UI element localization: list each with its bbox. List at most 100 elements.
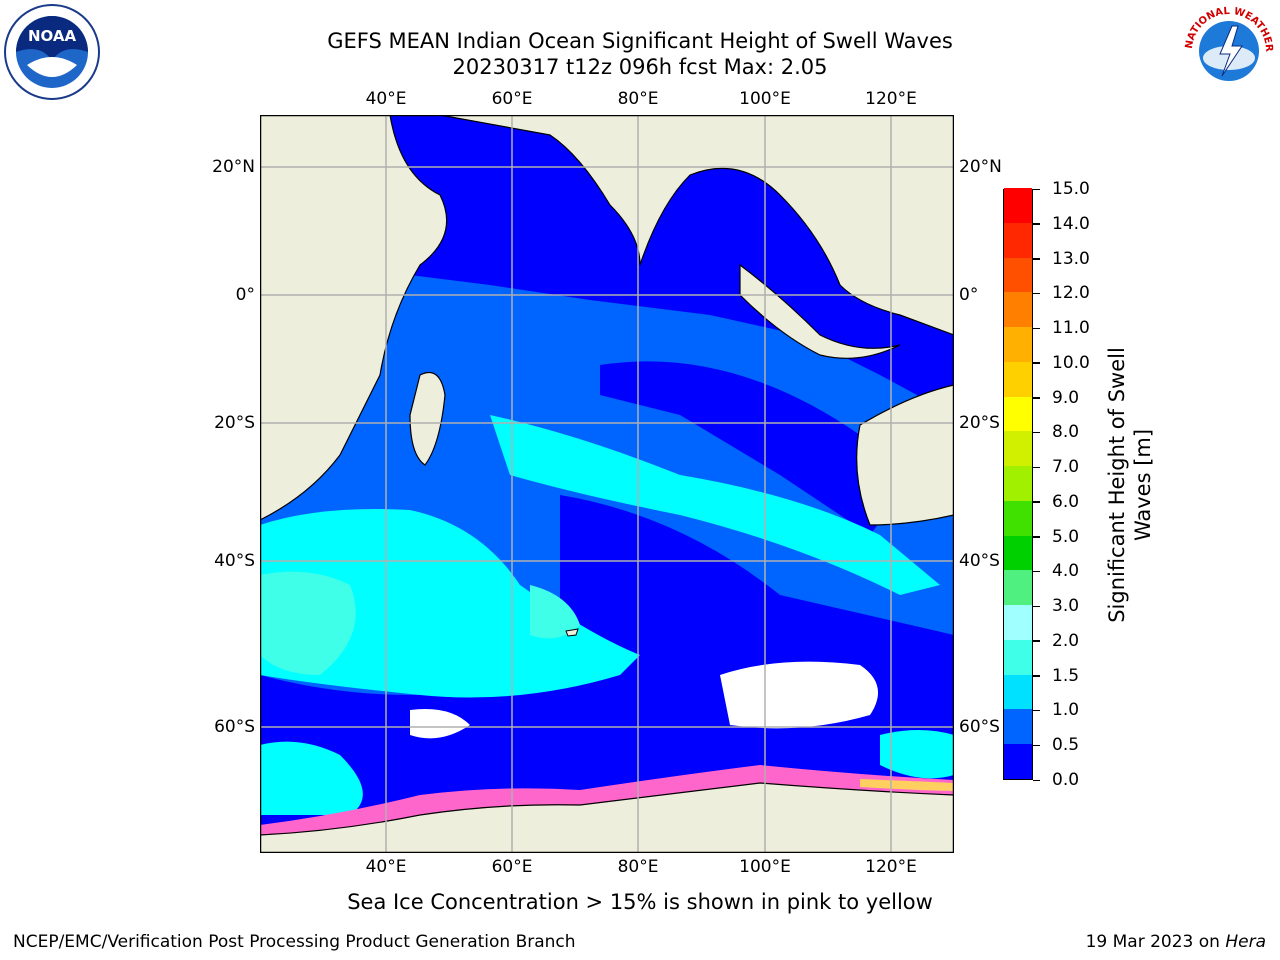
lon-tick-top: 120°E <box>865 89 917 109</box>
colorbar-tick-mark <box>1033 605 1040 608</box>
colorbar-label-line2: Waves [m] <box>1131 428 1155 542</box>
colorbar-segment <box>1004 326 1032 362</box>
colorbar-tick-mark <box>1033 292 1040 295</box>
footer-host: Hera <box>1225 932 1266 952</box>
lon-tick-top: 100°E <box>739 89 791 109</box>
colorbar-tick-label: 5.0 <box>1052 526 1080 547</box>
colorbar-tick-mark <box>1033 501 1040 503</box>
colorbar-tick-label: 12.0 <box>1052 283 1090 304</box>
colorbar-segment <box>1004 291 1032 328</box>
colorbar-tick-label: 11.0 <box>1052 318 1090 339</box>
swell-light-cyan-mid <box>530 585 580 639</box>
colorbar-tick-label: 6.0 <box>1052 491 1080 512</box>
lon-tick-bottom: 100°E <box>739 857 791 877</box>
lat-tick-left: 20°N <box>212 157 255 177</box>
colorbar-segment <box>1004 396 1032 432</box>
colorbar-segment <box>1004 674 1032 710</box>
colorbar <box>1003 187 1033 780</box>
lon-tick-bottom: 60°E <box>491 857 533 877</box>
lon-tick-bottom: 80°E <box>617 857 659 877</box>
swell-cyan-band <box>490 415 940 595</box>
map-frame <box>259 114 955 854</box>
colorbar-segment <box>1004 604 1032 640</box>
title-line2: 20230317 t12z 096h fcst Max: 2.05 <box>452 55 828 79</box>
swell-cyan-southeast <box>880 730 954 779</box>
footer-right: 19 Mar 2023 on Hera <box>1086 932 1266 952</box>
colorbar-tick-label: 1.0 <box>1052 700 1080 721</box>
swell-cyan-southwest <box>260 741 363 815</box>
gridlines <box>260 115 954 853</box>
land-arabia-india <box>439 114 955 336</box>
lat-tick-right: 60°S <box>959 717 1000 737</box>
colorbar-segment <box>1004 430 1032 467</box>
colorbar-tick-label: 9.0 <box>1052 387 1080 408</box>
land-australia <box>856 384 955 526</box>
colorbar-tick-mark <box>1033 431 1040 434</box>
map-svg <box>259 114 955 854</box>
colorbar-tick-mark <box>1033 397 1040 399</box>
colorbar-tick-mark <box>1033 362 1040 364</box>
lat-tick-left: 40°S <box>214 551 255 571</box>
ocean-deep-central <box>600 361 900 535</box>
colorbar-tick-mark <box>1033 536 1040 538</box>
colorbar-tick-label: 4.0 <box>1052 561 1080 582</box>
lat-tick-right: 20°N <box>959 157 1002 177</box>
lon-tick-top: 40°E <box>365 89 407 109</box>
colorbar-segment <box>1004 743 1032 779</box>
colorbar-tick-label: 10.0 <box>1052 352 1090 373</box>
colorbar-tick-label: 15.0 <box>1052 179 1090 199</box>
ice-white-east <box>720 661 878 729</box>
colorbar-tick-mark <box>1033 675 1040 677</box>
lon-tick-top: 80°E <box>617 89 659 109</box>
colorbar-segment <box>1004 361 1032 397</box>
colorbar-tick-mark <box>1033 258 1040 260</box>
sea-ice-note: Sea Ice Concentration > 15% is shown in … <box>347 890 933 914</box>
lon-tick-bottom: 120°E <box>865 857 917 877</box>
colorbar-segment <box>1004 465 1032 501</box>
colorbar-tick-label: 0.5 <box>1052 735 1080 756</box>
colorbar-segment <box>1004 569 1032 606</box>
swell-light-cyan-west <box>260 571 356 675</box>
colorbar-tick-mark <box>1033 744 1040 747</box>
colorbar-segment <box>1004 257 1032 293</box>
lat-tick-left: 60°S <box>214 717 255 737</box>
colorbar-label: Significant Height of Swell Waves [m] <box>1104 347 1156 623</box>
colorbar-tick-mark <box>1033 466 1040 469</box>
colorbar-tick-mark <box>1033 223 1040 225</box>
colorbar-tick-label: 13.0 <box>1052 248 1090 269</box>
lon-tick-top: 60°E <box>491 89 533 109</box>
colorbar-label-line1: Significant Height of Swell <box>1105 347 1129 623</box>
colorbar-tick-label: 2.0 <box>1052 630 1080 651</box>
lat-tick-right: 20°S <box>959 413 1000 433</box>
nws-logo: NATIONAL WEATHER SERVICE <box>1176 0 1278 100</box>
colorbar-segment <box>1004 639 1032 675</box>
colorbar-tick-mark <box>1033 327 1040 330</box>
land-antarctica <box>259 782 955 854</box>
colorbar-tick-label: 1.5 <box>1052 665 1080 686</box>
colorbar-tick-mark <box>1033 640 1040 642</box>
noaa-logo: NOAA <box>3 3 101 101</box>
colorbar-segment <box>1004 222 1032 258</box>
sea-ice-pink <box>260 765 954 835</box>
colorbar-tick-label: 3.0 <box>1052 596 1080 617</box>
map-area <box>259 114 955 854</box>
swell-cyan-west <box>260 509 640 698</box>
footer-date: 19 Mar 2023 on <box>1085 932 1226 952</box>
colorbar-segment <box>1004 187 1032 223</box>
land-madagascar <box>409 371 446 466</box>
sea-ice-yellow <box>860 779 954 791</box>
land-indonesia <box>739 263 901 359</box>
lat-tick-left: 20°S <box>214 413 255 433</box>
lat-tick-right: 40°S <box>959 551 1000 571</box>
colorbar-tick-label: 14.0 <box>1052 213 1090 234</box>
footer-left: NCEP/EMC/Verification Post Processing Pr… <box>13 932 576 952</box>
colorbar-segment <box>1004 500 1032 536</box>
colorbar-segment <box>1004 709 1032 745</box>
chart-title: GEFS MEAN Indian Ocean Significant Heigh… <box>0 28 1280 80</box>
ice-white-west <box>410 709 470 739</box>
colorbar-tick-label: 8.0 <box>1052 422 1080 443</box>
colorbar-tick-label: 0.0 <box>1052 770 1080 790</box>
colorbar-tick-mark <box>1033 188 1040 190</box>
colorbar-tick-mark <box>1033 570 1040 573</box>
land-africa <box>259 114 448 521</box>
